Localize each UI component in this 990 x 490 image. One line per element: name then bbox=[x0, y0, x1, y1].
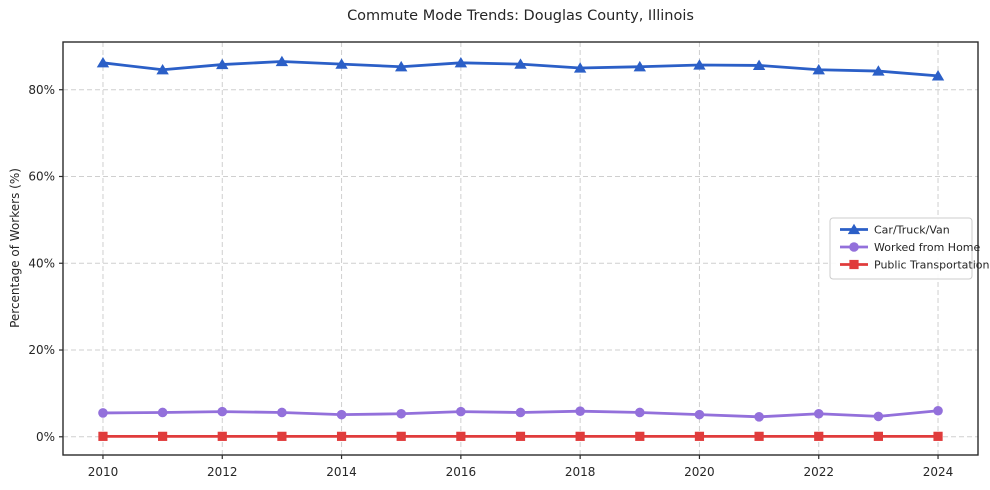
axis-ticks bbox=[59, 89, 939, 459]
data-point-marker bbox=[396, 408, 407, 419]
data-point-marker bbox=[754, 412, 764, 422]
y-tick-label: 0% bbox=[36, 430, 55, 444]
data-point-marker bbox=[156, 63, 169, 75]
data-point-marker bbox=[873, 411, 884, 422]
data-point-marker bbox=[873, 431, 883, 441]
data-point-marker bbox=[634, 407, 645, 418]
data-point-marker bbox=[752, 59, 766, 71]
legend-label: Worked from Home bbox=[874, 241, 981, 254]
data-point-marker bbox=[335, 58, 348, 69]
data-point-marker bbox=[872, 65, 885, 76]
data-point-marker bbox=[158, 431, 168, 441]
data-point-marker bbox=[693, 59, 706, 70]
legend-square-icon bbox=[849, 259, 859, 270]
legend: Car/Truck/Van Worked from Home Public Tran… bbox=[829, 217, 990, 280]
legend-label: Car/Truck/Van bbox=[874, 224, 950, 237]
y-tick-label: 60% bbox=[28, 170, 55, 184]
axis-tick-labels: 2010 2012 2014 2016 2018 2020 2022 2024 0% 20% 40%… bbox=[28, 83, 953, 479]
data-point-marker bbox=[98, 431, 108, 441]
legend-triangle-icon bbox=[847, 223, 861, 235]
x-tick-label: 2024 bbox=[923, 465, 954, 479]
data-point-marker bbox=[635, 431, 645, 441]
data-point-marker bbox=[933, 405, 943, 416]
x-tick-label: 2012 bbox=[207, 465, 238, 479]
x-tick-label: 2020 bbox=[684, 465, 715, 479]
y-tick-label: 20% bbox=[28, 343, 55, 357]
data-point-marker bbox=[216, 58, 229, 70]
data-point-marker bbox=[575, 406, 585, 416]
data-point-marker bbox=[573, 62, 587, 73]
series-worked-from-home bbox=[98, 405, 943, 422]
x-tick-label: 2014 bbox=[326, 465, 357, 479]
data-point-marker bbox=[277, 407, 287, 418]
series-public-transportation bbox=[98, 431, 943, 441]
data-point-marker bbox=[515, 407, 526, 418]
data-point-marker bbox=[694, 409, 705, 420]
data-point-marker bbox=[514, 58, 527, 69]
x-tick-label: 2022 bbox=[803, 465, 834, 479]
data-point-marker bbox=[933, 431, 943, 441]
x-tick-label: 2016 bbox=[446, 465, 477, 479]
plot-border bbox=[62, 41, 979, 456]
data-point-marker bbox=[396, 431, 406, 441]
legend-circle-icon bbox=[849, 242, 859, 252]
data-point-marker bbox=[275, 55, 289, 67]
x-tick-label: 2010 bbox=[88, 465, 119, 479]
data-point-marker bbox=[813, 408, 824, 419]
data-point-marker bbox=[336, 409, 347, 420]
data-point-marker bbox=[395, 60, 408, 72]
x-tick-label: 2018 bbox=[565, 465, 596, 479]
data-point-marker bbox=[694, 431, 705, 441]
data-point-marker bbox=[454, 57, 468, 68]
data-point-marker bbox=[96, 57, 110, 68]
data-point-marker bbox=[575, 431, 585, 441]
data-point-marker bbox=[277, 431, 287, 441]
chart-title: Commute Mode Trends: Douglas County, Ill… bbox=[347, 8, 694, 24]
series-car-truck-van bbox=[96, 55, 945, 81]
data-point-marker bbox=[98, 408, 108, 418]
y-tick-label: 80% bbox=[28, 83, 55, 97]
legend-label: Public Transportation bbox=[874, 259, 990, 272]
data-point-marker bbox=[157, 407, 168, 418]
data-point-marker bbox=[217, 431, 227, 441]
data-point-marker bbox=[754, 431, 764, 441]
data-point-marker bbox=[812, 63, 825, 75]
data-point-marker bbox=[456, 406, 466, 417]
data-point-marker bbox=[217, 406, 228, 417]
data-point-marker bbox=[814, 431, 824, 441]
data-point-marker bbox=[931, 70, 945, 81]
data-point-marker bbox=[336, 431, 347, 441]
data-point-marker bbox=[633, 60, 646, 72]
data-point-marker bbox=[515, 431, 526, 441]
gridlines bbox=[63, 42, 978, 455]
data-point-marker bbox=[456, 431, 466, 441]
y-tick-label: 40% bbox=[28, 256, 55, 270]
